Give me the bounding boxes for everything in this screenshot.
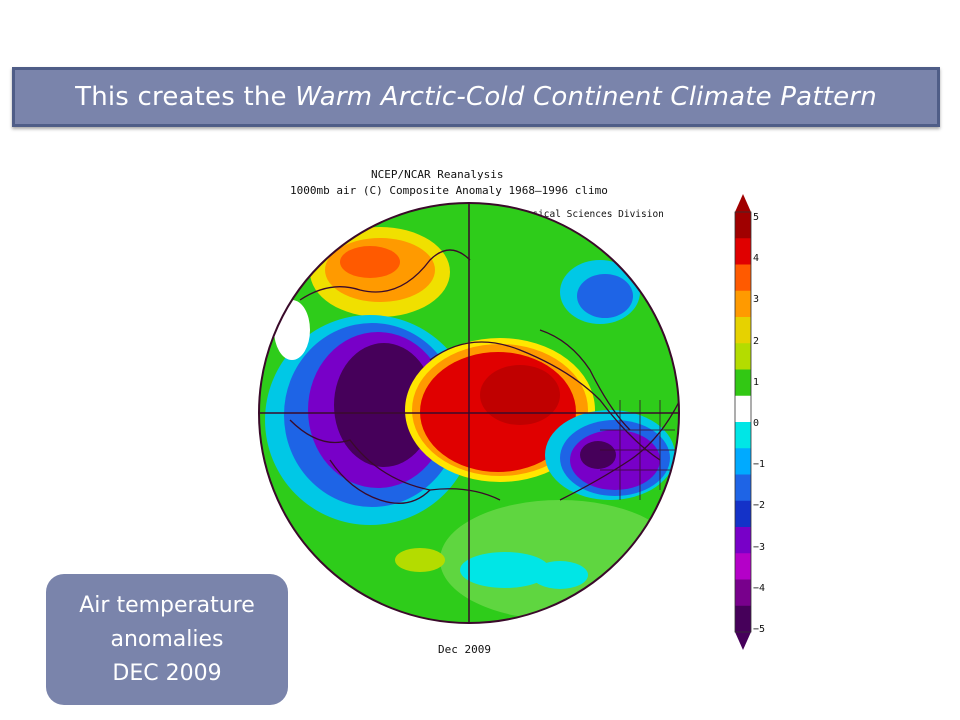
banner-text: This creates the: [75, 82, 296, 112]
colorbar-tick-label: −4: [753, 582, 766, 594]
globe-outline: [258, 202, 680, 624]
colorbar-swatch: [735, 553, 751, 580]
caption-line2: anomalies: [110, 626, 224, 652]
title-banner: This creates the Warm Arctic-Cold Contin…: [12, 67, 940, 127]
colorbar-swatch: [735, 605, 751, 633]
colorbar-swatch: [735, 527, 751, 554]
colorbar-tick-label: 5: [753, 212, 760, 223]
colorbar-tick-label: −5: [753, 624, 766, 635]
banner-italic-text: Warm Arctic-Cold Continent Climate Patte…: [295, 82, 877, 112]
colorbar-top-arrow: [735, 194, 751, 212]
colorbar-swatch: [735, 290, 751, 318]
colorbar-tick-label: −2: [753, 500, 766, 512]
figure-title-line2: 1000mb air (C) Composite Anomaly 1968–19…: [290, 184, 608, 197]
colorbar-tick-label: 4: [753, 253, 760, 265]
colorbar-swatch: [735, 238, 751, 265]
colorbar-tick-label: 3: [753, 294, 760, 306]
colorbar-tick-label: 1: [753, 376, 760, 388]
colorbar-swatch: [735, 474, 751, 502]
anomaly-field: [259, 203, 679, 623]
colorbar-tick-label: 0: [753, 418, 760, 429]
colorbar-swatch: [735, 395, 751, 423]
caption-box: Air temperature anomalies DEC 2009: [46, 574, 288, 705]
colorbar-swatch: [735, 422, 751, 449]
colorbar: [734, 194, 752, 650]
caption-line1: Air temperature: [79, 592, 255, 618]
figure-credit: NOAA/ESRL Physical Sciences Division: [458, 209, 664, 220]
colorbar-swatch: [735, 448, 751, 475]
colorbar-swatch: [735, 212, 751, 239]
colorbar-bottom-arrow: [735, 632, 751, 650]
colorbar-tick-label: −1: [753, 459, 766, 471]
figure-date-label: Dec 2009: [438, 643, 491, 656]
colorbar-outline: [734, 211, 752, 633]
colorbar-swatch: [735, 343, 751, 370]
colorbar-swatch: [735, 500, 751, 528]
colorbar-swatch: [735, 369, 751, 397]
colorbar-tick-label: −3: [753, 541, 766, 553]
colorbar-swatch: [735, 264, 751, 292]
colorbar-swatch: [735, 317, 751, 344]
caption-line3: DEC 2009: [112, 660, 222, 686]
figure-title-line1: NCEP/NCAR Reanalysis: [371, 168, 504, 181]
colorbar-swatch: [735, 579, 751, 607]
colorbar-tick-label: 2: [753, 335, 760, 347]
